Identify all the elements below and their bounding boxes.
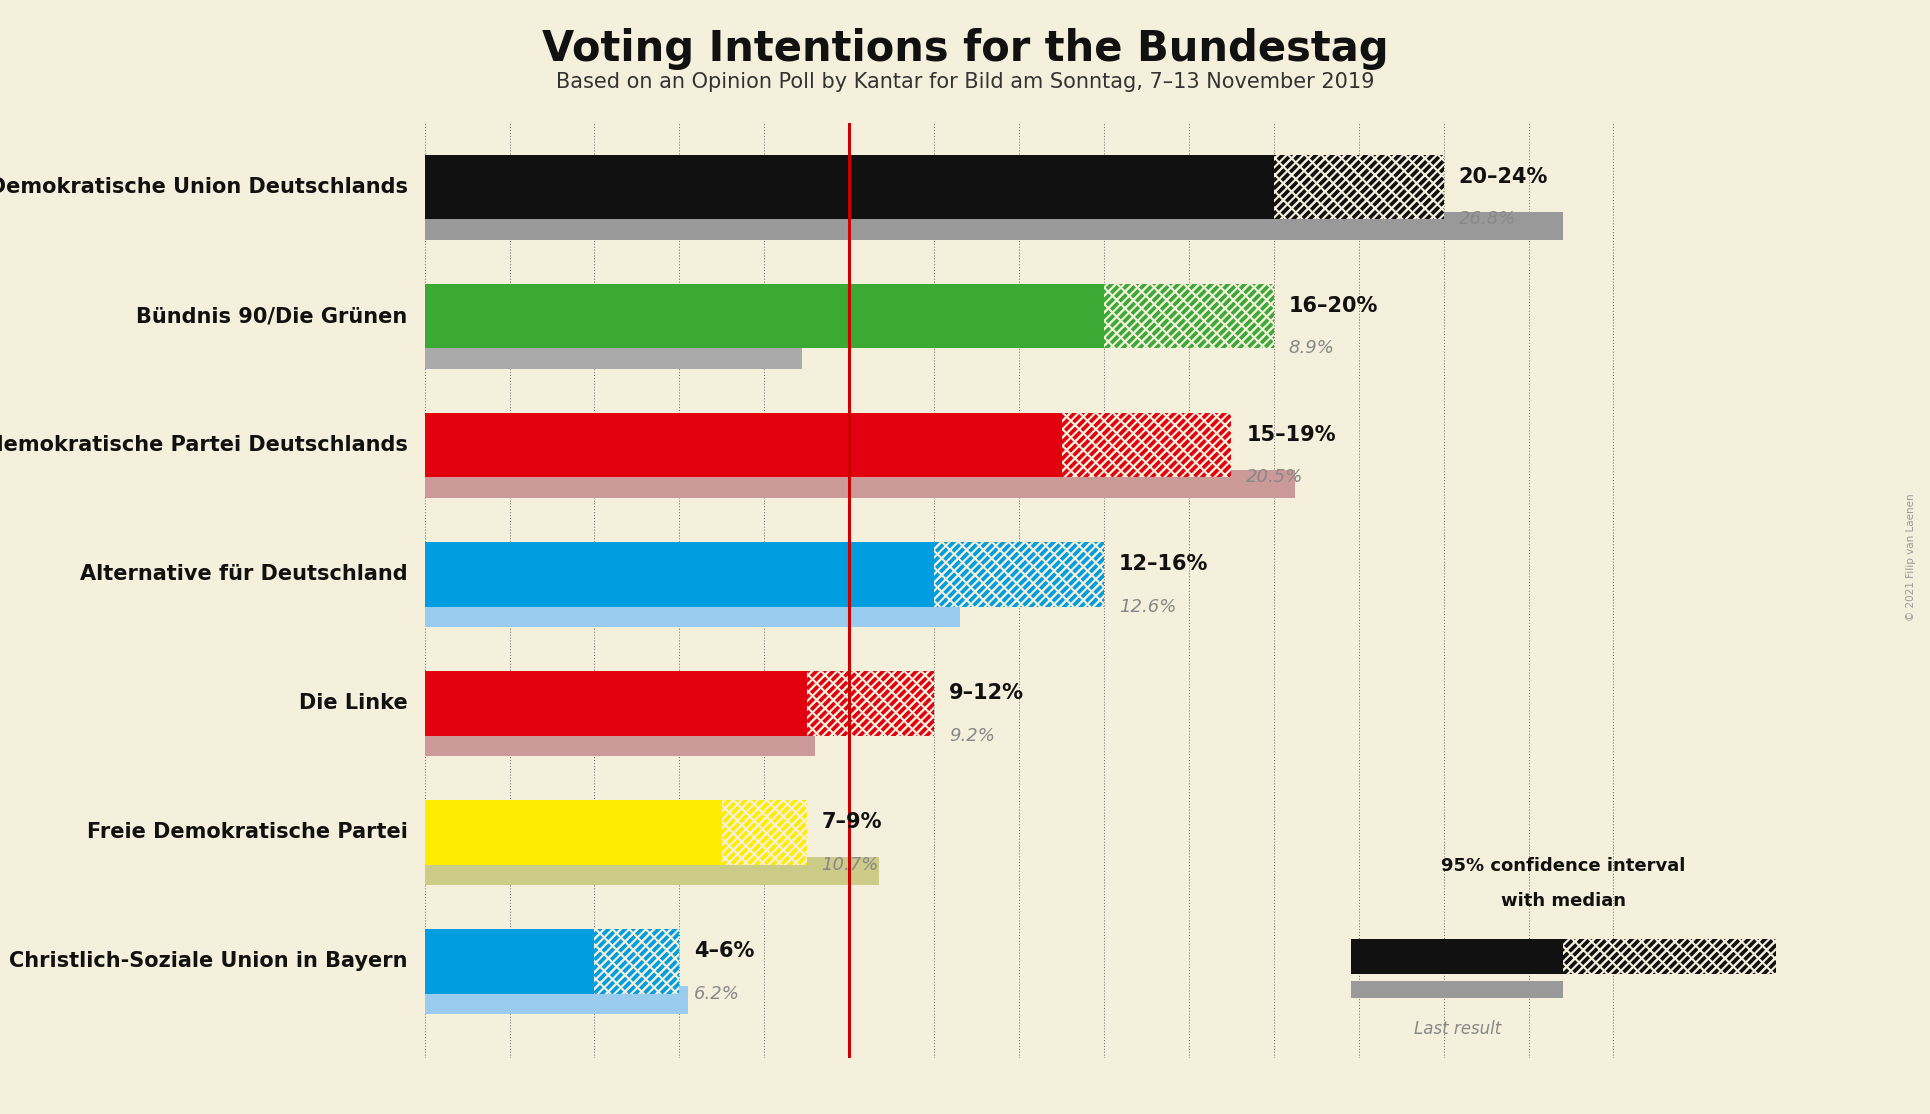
Text: Christlich Demokratische Union Deutschlands: Christlich Demokratische Union Deutschla… [0, 177, 407, 197]
Text: Bündnis 90/Die Grünen: Bündnis 90/Die Grünen [137, 306, 407, 326]
Bar [425, 929, 594, 994]
Bar [934, 543, 1104, 606]
Bar [934, 543, 1104, 606]
Bar [934, 543, 1104, 606]
Bar [1274, 155, 1444, 219]
Text: 15–19%: 15–19% [1247, 424, 1336, 444]
Text: 4–6%: 4–6% [695, 941, 755, 961]
Bar [425, 413, 1062, 478]
Text: 9–12%: 9–12% [950, 683, 1025, 703]
Text: 20–24%: 20–24% [1459, 167, 1548, 187]
Text: 12.6%: 12.6% [1119, 597, 1175, 616]
Bar [807, 671, 934, 735]
Bar [594, 929, 679, 994]
Text: 6.2%: 6.2% [695, 985, 739, 1003]
Bar [1104, 284, 1274, 349]
Bar [425, 857, 878, 886]
Text: Based on an Opinion Poll by Kantar for Bild am Sonntag, 7–13 November 2019: Based on an Opinion Poll by Kantar for B… [556, 72, 1374, 92]
Bar [425, 470, 1295, 498]
Bar [722, 800, 807, 864]
Bar [1062, 413, 1231, 478]
Bar [425, 727, 814, 756]
Text: 10.7%: 10.7% [822, 856, 878, 873]
Bar [1274, 155, 1444, 219]
Bar [807, 671, 934, 735]
Bar [1563, 939, 1776, 975]
Text: 7–9%: 7–9% [822, 812, 882, 832]
Text: 95% confidence interval: 95% confidence interval [1442, 857, 1685, 874]
Text: Voting Intentions for the Bundestag: Voting Intentions for the Bundestag [542, 28, 1388, 70]
Bar [1563, 939, 1776, 975]
Bar [1062, 413, 1231, 478]
Bar [425, 212, 1563, 240]
Bar [1351, 980, 1563, 998]
Bar [1351, 939, 1563, 975]
Bar [425, 599, 959, 627]
Bar [425, 341, 803, 369]
Text: 12–16%: 12–16% [1119, 554, 1208, 574]
Bar [1104, 284, 1274, 349]
Bar [425, 284, 1104, 349]
Bar [722, 800, 807, 864]
Text: 9.2%: 9.2% [950, 726, 994, 744]
Bar [1062, 413, 1231, 478]
Text: © 2021 Filip van Laenen: © 2021 Filip van Laenen [1907, 494, 1916, 620]
Bar [1274, 155, 1444, 219]
Bar [807, 671, 934, 735]
Text: Christlich-Soziale Union in Bayern: Christlich-Soziale Union in Bayern [10, 951, 407, 971]
Bar [425, 986, 687, 1015]
Bar [1563, 939, 1776, 975]
Bar [594, 929, 679, 994]
Bar [425, 543, 934, 606]
Bar [1104, 284, 1274, 349]
Text: Die Linke: Die Linke [299, 693, 407, 713]
Bar [594, 929, 679, 994]
Text: 16–20%: 16–20% [1289, 296, 1378, 316]
Bar [722, 800, 807, 864]
Text: 8.9%: 8.9% [1289, 340, 1334, 358]
Bar [425, 155, 1274, 219]
Text: Sozialdemokratische Partei Deutschlands: Sozialdemokratische Partei Deutschlands [0, 436, 407, 456]
Bar [425, 800, 722, 864]
Text: Last result: Last result [1413, 1019, 1502, 1037]
Text: Freie Demokratische Partei: Freie Demokratische Partei [87, 822, 407, 842]
Text: with median: with median [1502, 891, 1625, 910]
Text: 20.5%: 20.5% [1247, 469, 1303, 487]
Text: 26.8%: 26.8% [1459, 211, 1515, 228]
Text: Alternative für Deutschland: Alternative für Deutschland [79, 565, 407, 584]
Bar [425, 671, 807, 735]
